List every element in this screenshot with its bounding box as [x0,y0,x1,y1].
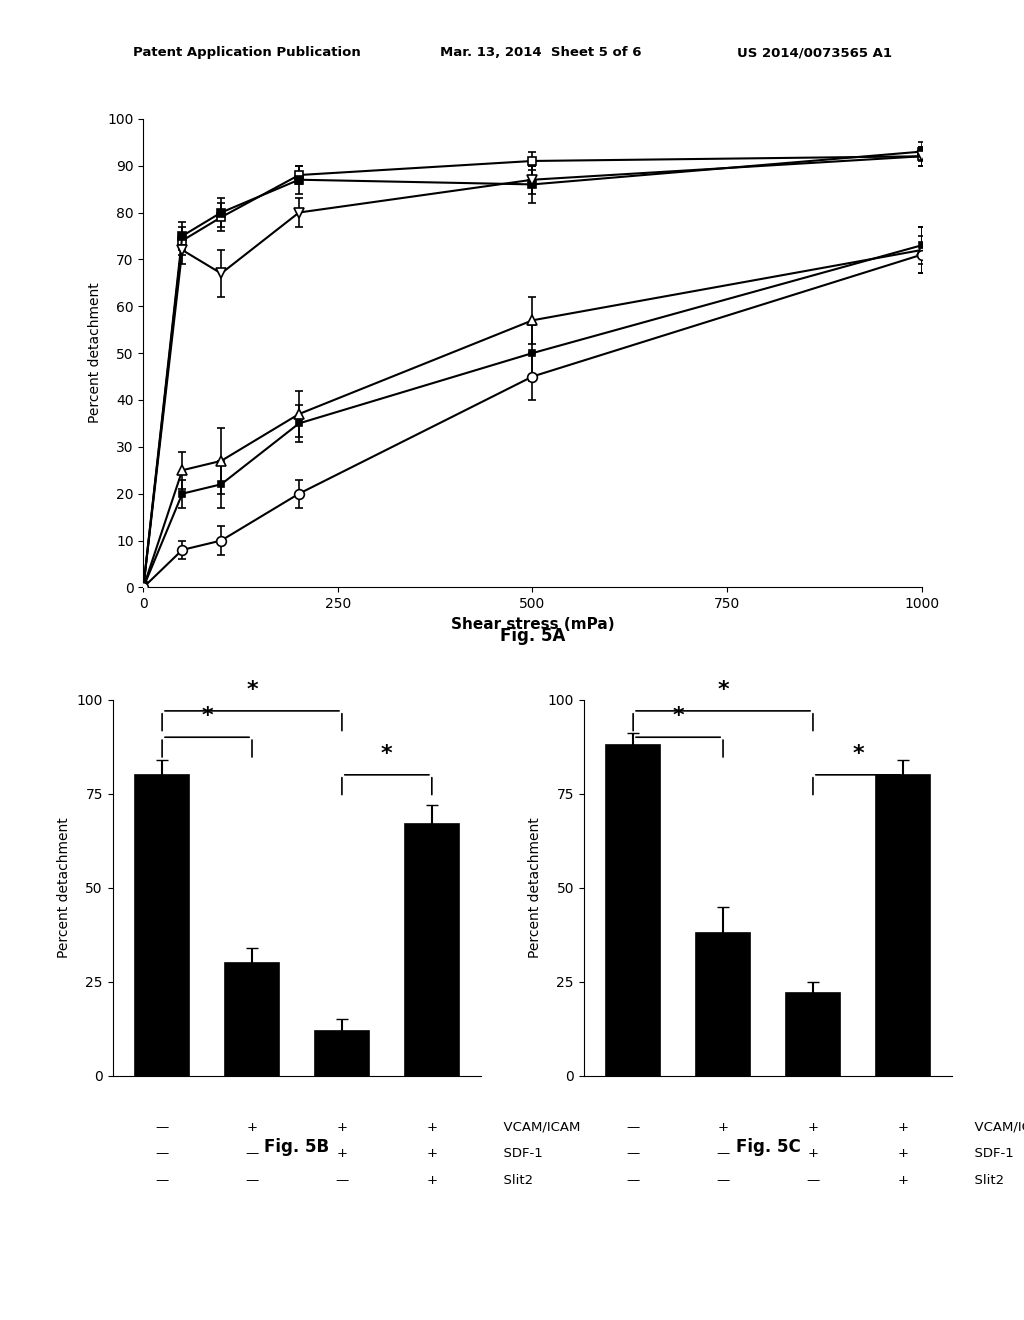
Text: *: * [852,743,863,763]
Text: —: — [627,1147,640,1160]
Bar [404,824,459,1076]
Bar [696,933,750,1076]
Text: *: * [673,706,684,726]
Text: *: * [381,743,392,763]
X-axis label: Shear stress (mPa): Shear stress (mPa) [451,616,614,632]
Text: —: — [627,1173,640,1187]
Bar [315,1031,369,1076]
Text: +: + [337,1147,347,1160]
Text: SDF-1: SDF-1 [966,1147,1014,1160]
Y-axis label: Percent detachment: Percent detachment [528,817,542,958]
Text: +: + [897,1147,908,1160]
Y-axis label: Percent detachment: Percent detachment [57,817,71,958]
Text: —: — [156,1147,169,1160]
Text: +: + [247,1121,257,1134]
Y-axis label: Percent detachment: Percent detachment [88,282,101,424]
Text: +: + [897,1121,908,1134]
Text: —: — [335,1173,348,1187]
Bar [876,775,930,1076]
Text: *: * [202,706,213,726]
Text: —: — [717,1147,730,1160]
Text: +: + [426,1147,437,1160]
Bar [225,964,279,1076]
Text: —: — [627,1121,640,1134]
Bar [786,993,840,1076]
Text: +: + [426,1121,437,1134]
Text: —: — [156,1121,169,1134]
Bar [606,744,660,1076]
Bar [135,775,189,1076]
Text: VCAM/ICAM: VCAM/ICAM [966,1121,1024,1134]
Text: +: + [718,1121,728,1134]
Text: US 2014/0073565 A1: US 2014/0073565 A1 [737,46,892,59]
Text: Patent Application Publication: Patent Application Publication [133,46,360,59]
Text: *: * [246,680,258,700]
Text: VCAM/ICAM: VCAM/ICAM [495,1121,581,1134]
Text: +: + [897,1173,908,1187]
Text: SDF-1: SDF-1 [495,1147,543,1160]
Text: —: — [156,1173,169,1187]
Text: +: + [337,1121,347,1134]
Text: +: + [808,1147,818,1160]
Text: +: + [426,1173,437,1187]
Text: —: — [246,1173,259,1187]
Text: —: — [806,1173,819,1187]
Text: Fig. 5B: Fig. 5B [264,1138,330,1156]
Text: *: * [717,680,729,700]
Text: Fig. 5C: Fig. 5C [735,1138,801,1156]
Text: —: — [246,1147,259,1160]
Text: Slit2: Slit2 [495,1173,532,1187]
Text: +: + [808,1121,818,1134]
Text: —: — [717,1173,730,1187]
Text: Slit2: Slit2 [966,1173,1004,1187]
Text: Fig. 5A: Fig. 5A [500,627,565,645]
Text: Mar. 13, 2014  Sheet 5 of 6: Mar. 13, 2014 Sheet 5 of 6 [440,46,642,59]
